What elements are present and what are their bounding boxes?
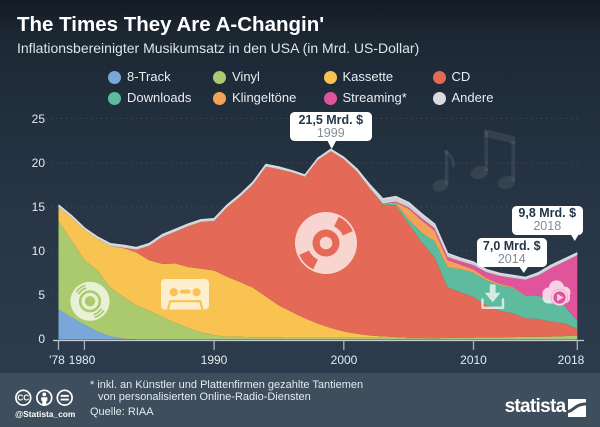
svg-text:@Statista_com: @Statista_com <box>15 409 75 419</box>
svg-text:CC: CC <box>17 394 29 403</box>
